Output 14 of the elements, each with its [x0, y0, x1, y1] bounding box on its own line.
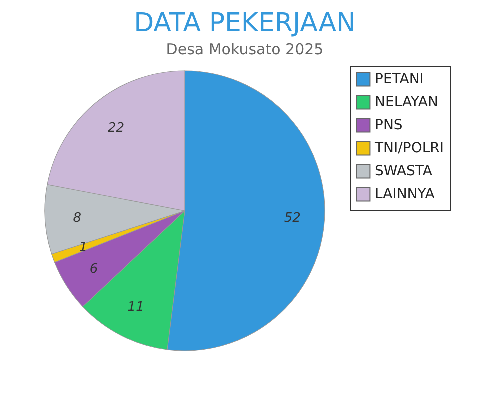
- data-label: 1: [79, 240, 88, 256]
- legend-label: PETANI: [375, 72, 424, 88]
- data-label: 6: [90, 262, 98, 277]
- legend-label: LAINNYA: [375, 186, 436, 202]
- chart-title: DATA PEKERJAAN: [134, 8, 356, 38]
- data-label: 22: [108, 120, 125, 136]
- chart-subtitle: Desa Mokusato 2025: [166, 40, 324, 58]
- data-label: 8: [73, 210, 82, 226]
- data-label: 52: [284, 210, 301, 226]
- legend-label: SWASTA: [375, 164, 433, 180]
- legend-label: NELAYAN: [375, 94, 438, 110]
- legend-label: TNI/POLRI: [374, 140, 444, 156]
- data-label: 11: [128, 300, 144, 316]
- legend-label: PNS: [375, 118, 403, 134]
